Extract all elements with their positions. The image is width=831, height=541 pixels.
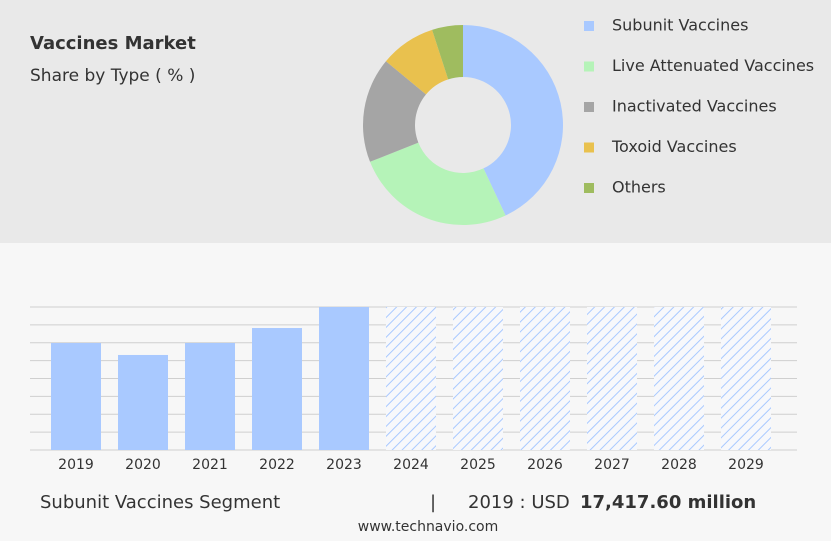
legend-label: Others <box>612 178 666 197</box>
bar <box>319 307 369 450</box>
bar <box>185 342 235 450</box>
x-tick-label: 2022 <box>259 457 295 473</box>
year-label: 2019 : USD <box>468 492 570 513</box>
forecast-bar <box>721 307 771 450</box>
donut-slice <box>432 25 463 80</box>
donut-slice <box>370 142 506 226</box>
source: www.technavio.com <box>358 519 499 535</box>
legend-swatch <box>584 142 594 153</box>
x-tick-label: 2029 <box>728 457 764 473</box>
x-tick-label: 2025 <box>460 457 496 473</box>
x-tick-label: 2024 <box>393 457 429 473</box>
legend-swatch <box>584 61 594 72</box>
legend-label: Inactivated Vaccines <box>612 97 777 116</box>
forecast-bar <box>386 307 436 450</box>
legend-label: Live Attenuated Vaccines <box>612 56 814 75</box>
legend-swatch <box>584 21 594 31</box>
segment-label: Subunit Vaccines Segment <box>40 492 280 513</box>
separator: | <box>430 492 436 513</box>
donut-slice <box>463 25 563 216</box>
donut <box>363 25 563 226</box>
legend-swatch <box>584 102 594 112</box>
legend-label: Toxoid Vaccines <box>611 137 737 156</box>
x-tick-label: 2026 <box>527 457 563 473</box>
bar <box>51 343 101 450</box>
x-tick-label: 2019 <box>58 457 94 473</box>
donut-slice <box>385 29 449 95</box>
forecast-bar <box>520 307 570 450</box>
forecast-bar <box>453 307 503 450</box>
value-label: 17,417.60 million <box>580 492 756 513</box>
donut-slice <box>363 61 427 162</box>
x-tick-label: 2028 <box>661 457 697 473</box>
chart-title: Vaccines Market <box>30 33 196 54</box>
x-tick-label: 2021 <box>192 457 228 473</box>
forecast-bar <box>654 307 704 450</box>
bar <box>118 354 168 450</box>
legend: Subunit Vaccines Live Attenuated Vaccines… <box>584 16 814 197</box>
x-tick-label: 2023 <box>326 457 362 473</box>
legend-swatch <box>584 183 594 193</box>
x-tick-label: 2027 <box>594 457 630 473</box>
bar <box>252 328 302 450</box>
forecast-bar <box>587 307 637 450</box>
legend-label: Subunit Vaccines <box>612 16 748 35</box>
chart-subtitle: Share by Type ( % ) <box>30 66 195 86</box>
bar-chart: 2019 2020 2021 2022 2023 2024 2025 2026 2027 2028… <box>30 306 797 473</box>
x-tick-label: 2020 <box>125 457 161 473</box>
